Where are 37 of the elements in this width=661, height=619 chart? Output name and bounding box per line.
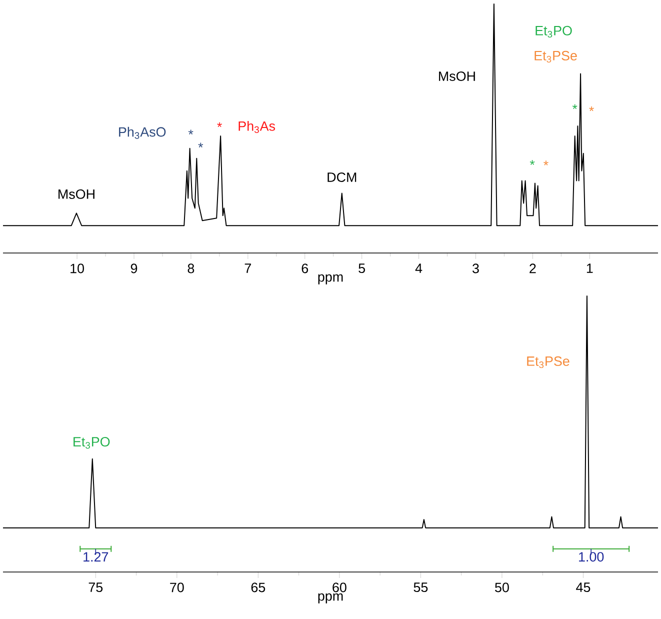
annotation: Ph$_{3}$AsO [119, 126, 166, 139]
annotation: * [589, 106, 594, 112]
x-tick-label: 2 [530, 264, 536, 274]
annotation: 1.00 [579, 552, 604, 562]
x-tick-label: 1 [586, 264, 593, 273]
annotation: 1.27 [84, 552, 108, 562]
annotation: MsOH [58, 189, 94, 199]
x-tick-label: 65 [251, 582, 266, 592]
x-tick-label: 10 [70, 264, 84, 274]
annotation: Et$_{3}$PSe [527, 356, 570, 368]
x-tick-label: 7 [244, 264, 251, 273]
x-tick-label: 5 [358, 264, 366, 274]
x-tick-label: 50 [495, 582, 509, 592]
x-tick-label: 9 [130, 264, 138, 274]
x-tick-label: 3 [472, 264, 479, 274]
x-axis-title: ppm [318, 274, 343, 284]
annotation: MsOH [439, 71, 475, 81]
annotation: * [188, 130, 194, 135]
x-tick-label: 6 [302, 264, 308, 274]
x-tick-label: 60 [332, 582, 346, 592]
x-axis-title: ppm [318, 593, 343, 604]
annotation: Ph$_{3}$As [238, 120, 276, 133]
x-tick-label: 8 [188, 264, 194, 274]
annotation: * [530, 160, 535, 165]
annotation: * [572, 104, 578, 110]
x-tick-label: 45 [576, 582, 590, 592]
x-tick-label: 70 [170, 582, 184, 592]
annotation: DCM [328, 172, 356, 182]
annotation: Et$_{3}$PSe [534, 50, 577, 63]
x-tick-label: 75 [88, 582, 103, 592]
annotation: * [544, 160, 548, 166]
annotation: * [198, 142, 204, 148]
annotation: Et$_{3}$PO [74, 437, 110, 449]
x-tick-label: 4 [415, 264, 422, 273]
annotation: * [217, 122, 222, 128]
annotation: Et$_{3}$PO [536, 26, 572, 38]
x-tick-label: 55 [414, 582, 428, 592]
